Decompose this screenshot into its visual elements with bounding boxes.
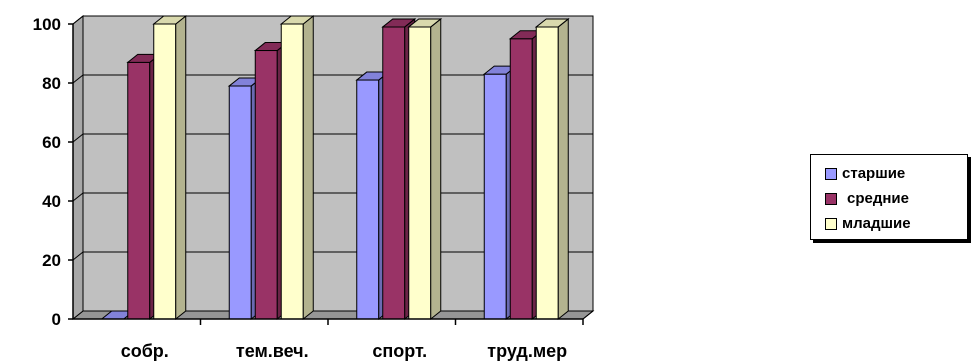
y-tick-label: 40 xyxy=(42,192,61,211)
bar xyxy=(408,26,432,320)
legend-item-starshie: старшие xyxy=(811,161,967,186)
legend-item-srednie: средние xyxy=(811,186,967,211)
x-tick-labels: собр. тем.веч. спорт. труд.мер xyxy=(121,341,568,361)
x-tick-label: собр. xyxy=(121,341,169,361)
legend-swatch-mladshie xyxy=(825,217,837,230)
y-tick-label: 0 xyxy=(52,310,61,329)
gridline-diag xyxy=(72,251,84,261)
bar-top xyxy=(152,15,188,25)
y-tick-labels: 0 20 40 60 80 100 xyxy=(33,15,61,329)
legend-label: младшие xyxy=(842,215,911,232)
gridline-diag xyxy=(72,192,84,202)
bar-side xyxy=(302,14,314,321)
bars xyxy=(100,14,570,321)
legend-swatch-srednie xyxy=(825,192,837,205)
bar-side xyxy=(557,17,569,321)
legend-label: средние xyxy=(847,190,909,207)
bar-top xyxy=(381,18,417,28)
legend-swatch-starshie xyxy=(825,167,837,180)
bar xyxy=(483,73,507,320)
legend-item-mladshie: младшие xyxy=(811,211,967,236)
x-tick-label: тем.веч. xyxy=(236,341,309,361)
bar-top xyxy=(279,15,315,25)
bar xyxy=(382,26,406,320)
side-wall xyxy=(72,14,84,321)
bar-side xyxy=(175,14,187,321)
bar-top xyxy=(534,18,570,28)
gridline-diag xyxy=(72,133,84,143)
bar xyxy=(356,79,380,320)
bar xyxy=(509,38,533,320)
bar xyxy=(280,23,304,320)
bar xyxy=(127,61,151,320)
x-tick-label: спорт. xyxy=(372,341,427,361)
bar-side xyxy=(430,17,442,321)
legend: старшие средние младшие xyxy=(810,154,968,240)
y-tick-label: 20 xyxy=(42,251,61,270)
bar xyxy=(228,85,252,320)
x-tick-label: труд.мер xyxy=(487,341,567,361)
y-tick-label: 60 xyxy=(42,133,61,152)
x-axis-end xyxy=(582,310,594,320)
gridline-diag xyxy=(72,15,84,25)
bar xyxy=(153,23,177,320)
y-tick-label: 100 xyxy=(33,15,61,34)
axes xyxy=(68,23,594,325)
legend-label: старшие xyxy=(842,165,906,182)
bar-top xyxy=(407,18,443,28)
y-tick-label: 80 xyxy=(42,74,61,93)
bar xyxy=(254,50,278,320)
bar xyxy=(535,26,559,320)
gridline-diag xyxy=(72,74,84,84)
